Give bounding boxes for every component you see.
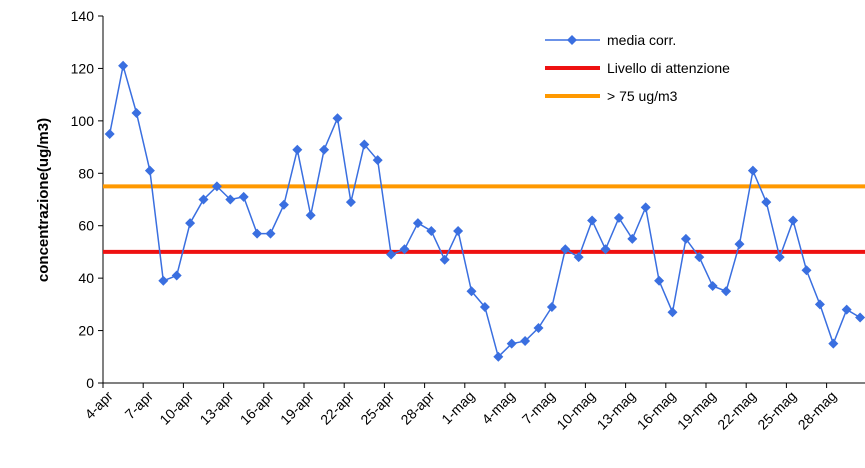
data-point <box>359 139 370 150</box>
data-point <box>761 197 772 208</box>
y-tick-label: 0 <box>86 375 94 391</box>
data-point <box>828 338 839 349</box>
data-point <box>278 199 289 210</box>
y-tick-label: 80 <box>78 165 94 181</box>
x-tick-label: 16-mag <box>634 388 679 433</box>
data-point <box>520 336 531 347</box>
data-point <box>332 113 343 124</box>
data-point <box>386 249 397 260</box>
y-tick-label: 140 <box>71 8 95 24</box>
x-tick-label: 10-apr <box>156 388 196 428</box>
data-point <box>372 155 383 166</box>
data-point <box>252 228 263 239</box>
data-line <box>108 65 861 359</box>
data-point <box>788 215 799 226</box>
data-point <box>305 210 316 221</box>
data-point <box>734 239 745 250</box>
data-point <box>171 270 182 281</box>
y-tick-label: 20 <box>78 323 94 339</box>
x-tick-label: 1-mag <box>438 388 477 427</box>
data-point <box>118 60 129 71</box>
data-point <box>841 304 852 315</box>
x-tick-label: 22-mag <box>714 388 759 433</box>
data-point <box>573 252 584 263</box>
data-point <box>814 299 825 310</box>
data-point <box>707 281 718 292</box>
y-tick-label: 120 <box>71 60 95 76</box>
data-point <box>131 107 142 118</box>
data-point <box>747 165 758 176</box>
x-tick-label: 4-mag <box>478 388 517 427</box>
x-tick-label: 25-mag <box>754 388 799 433</box>
data-point <box>600 244 611 255</box>
data-point <box>158 275 169 286</box>
legend-label: > 75 ug/m3 <box>607 88 678 104</box>
data-point <box>453 225 464 236</box>
y-tick-label: 60 <box>78 218 94 234</box>
data-point <box>185 218 196 229</box>
data-point <box>654 275 665 286</box>
data-point <box>412 218 423 229</box>
data-point <box>466 286 477 297</box>
data-point <box>238 191 249 202</box>
data-point <box>265 228 276 239</box>
data-point <box>506 338 517 349</box>
data-point <box>493 351 504 362</box>
x-tick-label: 19-apr <box>277 388 317 428</box>
data-point <box>560 244 571 255</box>
x-tick-label: 16-apr <box>237 388 277 428</box>
legend-label: Livello di attenzione <box>607 60 730 76</box>
legend-marker <box>567 35 577 45</box>
data-point <box>479 301 490 312</box>
data-point <box>627 233 638 244</box>
data-point <box>680 233 691 244</box>
x-tick-label: 25-apr <box>357 388 397 428</box>
legend-label: media corr. <box>607 32 676 48</box>
data-point <box>345 197 356 208</box>
data-point <box>801 265 812 276</box>
data-point <box>211 181 222 192</box>
data-point <box>198 194 209 205</box>
data-point <box>426 225 437 236</box>
x-tick-label: 7-apr <box>122 388 157 423</box>
data-point <box>640 202 651 213</box>
y-axis-label: concentrazione(ug/m3) <box>35 118 52 282</box>
data-point <box>399 244 410 255</box>
data-point <box>533 322 544 333</box>
x-tick-label: 13-apr <box>196 388 236 428</box>
data-point <box>292 144 303 155</box>
x-tick-label: 10-mag <box>553 388 598 433</box>
x-tick-label: 19-mag <box>674 388 719 433</box>
x-tick-label: 28-mag <box>795 388 840 433</box>
data-point <box>439 254 450 265</box>
x-tick-label: 13-mag <box>594 388 639 433</box>
data-point <box>319 144 330 155</box>
data-point <box>104 128 115 139</box>
data-point <box>667 307 678 318</box>
data-point <box>613 212 624 223</box>
data-point <box>587 215 598 226</box>
x-tick-label: 4-apr <box>81 388 116 423</box>
y-tick-label: 40 <box>78 270 94 286</box>
data-point <box>855 312 865 323</box>
y-tick-label: 100 <box>71 113 95 129</box>
data-point <box>546 301 557 312</box>
x-tick-label: 28-apr <box>397 388 437 428</box>
data-point <box>225 194 236 205</box>
data-point <box>694 252 705 263</box>
x-tick-label: 22-apr <box>317 388 357 428</box>
data-point <box>144 165 155 176</box>
data-point <box>774 252 785 263</box>
data-point <box>721 286 732 297</box>
